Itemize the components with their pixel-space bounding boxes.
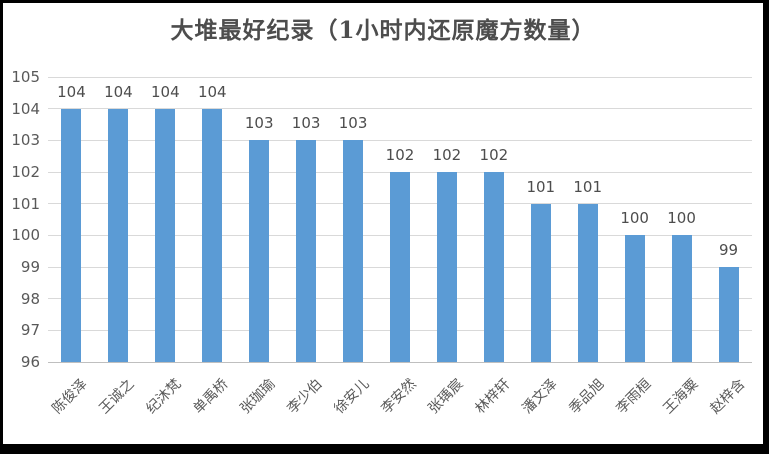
y-tick-label: 103: [11, 131, 40, 150]
y-gridline: [48, 108, 752, 110]
value-label: 101: [573, 177, 603, 196]
bar-陈俊泽: [61, 108, 82, 362]
value-label: 104: [197, 82, 227, 101]
value-label: 102: [385, 146, 415, 164]
value-label: 102: [479, 146, 509, 164]
value-label: 99: [718, 241, 739, 259]
y-tick-label: 101: [11, 194, 40, 213]
bar-赵梓含: [718, 267, 739, 362]
y-tick-label: 98: [20, 289, 40, 308]
y-tick-label: 97: [20, 321, 40, 340]
value-label: 103: [291, 114, 321, 133]
bar-单禹桥: [202, 108, 223, 362]
y-tick-label: 96: [20, 353, 40, 371]
value-label: 102: [432, 146, 462, 164]
bar-李少伯: [296, 140, 317, 362]
y-gridline: [48, 76, 752, 78]
y-tick-label: 105: [11, 68, 40, 86]
bar-张瑀宸: [436, 172, 457, 362]
value-label: 104: [151, 82, 180, 101]
value-label: 100: [620, 209, 649, 228]
bar-王诚之: [108, 108, 129, 362]
value-label: 103: [244, 114, 274, 133]
bar-李雨桓: [624, 235, 645, 362]
bar-纪沐梵: [155, 108, 176, 362]
bar-林梓轩: [483, 172, 504, 362]
x-axis-line: [48, 361, 752, 363]
plot-area: 96 97 98 99 100 101 102 103 104 105 104 陈俊泽 104 王诚之 10…: [11, 68, 752, 417]
value-label: 100: [667, 209, 696, 228]
y-gridline: [48, 139, 752, 141]
bar-徐安儿: [343, 140, 364, 362]
value-label: 101: [526, 177, 556, 196]
bar-张珈瑜: [249, 140, 270, 362]
y-tick-label: 99: [20, 258, 40, 276]
y-tick-label: 104: [11, 99, 40, 118]
value-label: 104: [57, 82, 86, 101]
value-label: 104: [104, 82, 133, 101]
value-label: 103: [338, 114, 368, 133]
bar-王海粟: [671, 235, 692, 362]
chart-title: 大堆最好纪录（1小时内还原魔方数量）: [170, 17, 596, 44]
y-tick-label: 102: [11, 163, 40, 181]
bar-季品旭: [577, 203, 598, 362]
bar-李安然: [390, 172, 410, 362]
y-tick-label: 100: [11, 226, 40, 245]
bar-潘文泽: [530, 203, 551, 362]
